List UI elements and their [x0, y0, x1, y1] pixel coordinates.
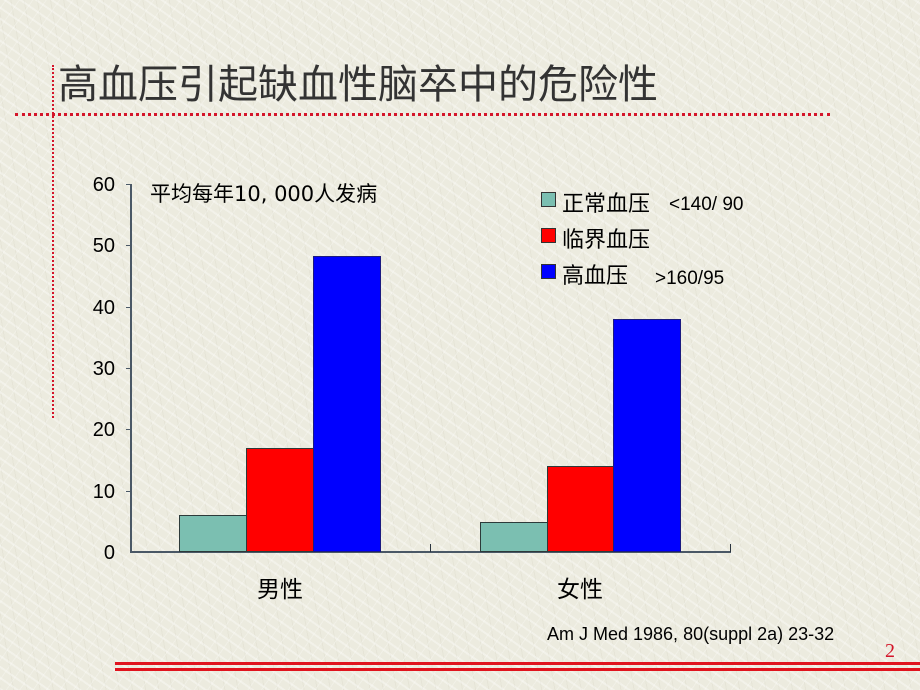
bar-female-hypertension [613, 319, 681, 552]
y-tick [126, 245, 131, 246]
legend-label-borderline: 临界血压 [562, 228, 651, 253]
legend-swatch-borderline [541, 228, 556, 243]
footer-rule-top [115, 662, 920, 665]
y-tick-label: 50 [92, 235, 115, 257]
y-tick [126, 491, 131, 492]
category-label-male: 男性 [257, 577, 303, 603]
bar-female-borderline [547, 466, 615, 552]
footer-rule-bottom [115, 668, 920, 671]
slide-title: 高血压引起缺血性脑卒中的危险性 [58, 62, 658, 108]
bar-female-normal [480, 522, 548, 552]
y-tick-label: 20 [92, 419, 115, 441]
title-dotted-rule-vertical [52, 65, 54, 418]
y-tick-label: 30 [92, 358, 115, 380]
page-number: 2 [885, 640, 895, 662]
y-tick [126, 184, 131, 185]
y-tick-label: 40 [92, 297, 115, 319]
y-unit-note: 平均每年10, 000人发病 [150, 182, 378, 206]
y-tick-label: 60 [92, 174, 115, 196]
x-tick [730, 544, 731, 552]
bar-male-borderline [246, 448, 314, 552]
legend-suffix-normal: <140/ 90 [669, 194, 744, 215]
x-tick [430, 544, 431, 552]
y-tick-label: 0 [103, 542, 115, 564]
legend-label-hypertension: 高血压 [562, 264, 629, 289]
legend-suffix-hypertension: >160/95 [655, 268, 725, 289]
citation: Am J Med 1986, 80(suppl 2a) 23-32 [547, 624, 835, 644]
bar-male-normal [179, 515, 247, 552]
y-tick [126, 429, 131, 430]
y-axis [130, 184, 132, 552]
title-dotted-rule-horizontal [15, 113, 830, 116]
x-axis [130, 551, 731, 553]
category-label-female: 女性 [557, 577, 603, 603]
chart-legend: 正常血压 <140/ 90 临界血压 高血压 >160/95 [540, 186, 780, 296]
legend-swatch-hypertension [541, 264, 556, 279]
y-tick [126, 307, 131, 308]
bar-male-hypertension [313, 256, 381, 552]
y-tick-label: 10 [92, 481, 115, 503]
y-tick [126, 368, 131, 369]
legend-swatch-normal [541, 192, 556, 207]
legend-label-normal: 正常血压 [562, 192, 651, 217]
